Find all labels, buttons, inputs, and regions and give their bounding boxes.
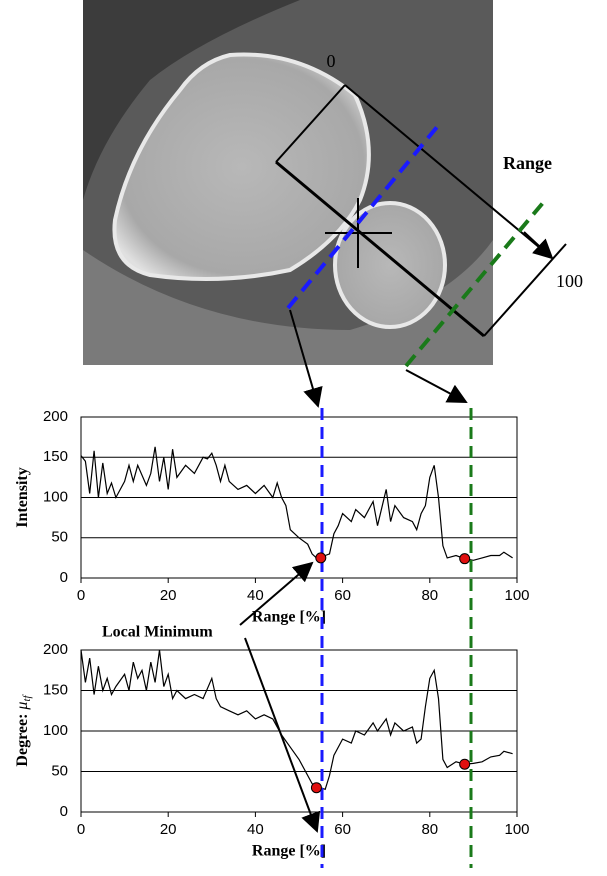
y-tick-label: 50 (51, 529, 68, 546)
x-tick-label: 20 (160, 587, 177, 604)
x-tick-label: 20 (160, 821, 177, 838)
y-axis-label-symbol: μ (14, 702, 31, 711)
y-axis-label-subscript: tf (21, 693, 33, 701)
y-tick-label: 150 (43, 681, 68, 698)
y-tick-label: 50 (51, 762, 68, 779)
data-line (80, 446, 513, 561)
local-minimum-label: Local Minimum (102, 624, 213, 641)
y-axis-label-text: Degree: (14, 710, 31, 767)
local-minimum-marker (459, 758, 471, 770)
local-minimum-marker (315, 552, 327, 564)
data-line (80, 649, 513, 791)
y-axis-label: Intensity (14, 467, 31, 527)
y-tick-label: 200 (43, 641, 68, 658)
x-tick-label: 0 (77, 587, 85, 604)
y-tick-label: 100 (43, 488, 68, 505)
y-tick-label: 100 (43, 722, 68, 739)
arrow (244, 637, 321, 833)
x-axis-label: Range [%] (252, 843, 326, 860)
range-label: Range (503, 153, 552, 173)
y-tick-label: 150 (43, 448, 68, 465)
ct-image (83, 0, 567, 408)
y-tick-label: 0 (60, 569, 68, 586)
x-tick-label: 0 (77, 821, 85, 838)
x-tick-label: 60 (334, 587, 351, 604)
arrow (239, 561, 314, 626)
x-tick-label: 100 (504, 821, 529, 838)
y-axis-label: Degree: μtf (14, 693, 33, 766)
local-minimum-marker (459, 553, 471, 565)
x-axis-label: Range [%] (252, 609, 326, 626)
range-end-label: 100 (556, 271, 583, 291)
x-tick-label: 40 (247, 821, 264, 838)
y-axis-label-text: Intensity (14, 467, 31, 527)
y-tick-label: 200 (43, 408, 68, 425)
range-start-label: 0 (327, 51, 336, 71)
x-tick-label: 80 (421, 587, 438, 604)
x-tick-label: 60 (334, 821, 351, 838)
y-tick-label: 0 (60, 803, 68, 820)
x-tick-label: 100 (504, 587, 529, 604)
x-tick-label: 40 (247, 587, 264, 604)
local-minimum-marker (310, 782, 322, 794)
x-tick-label: 80 (421, 821, 438, 838)
